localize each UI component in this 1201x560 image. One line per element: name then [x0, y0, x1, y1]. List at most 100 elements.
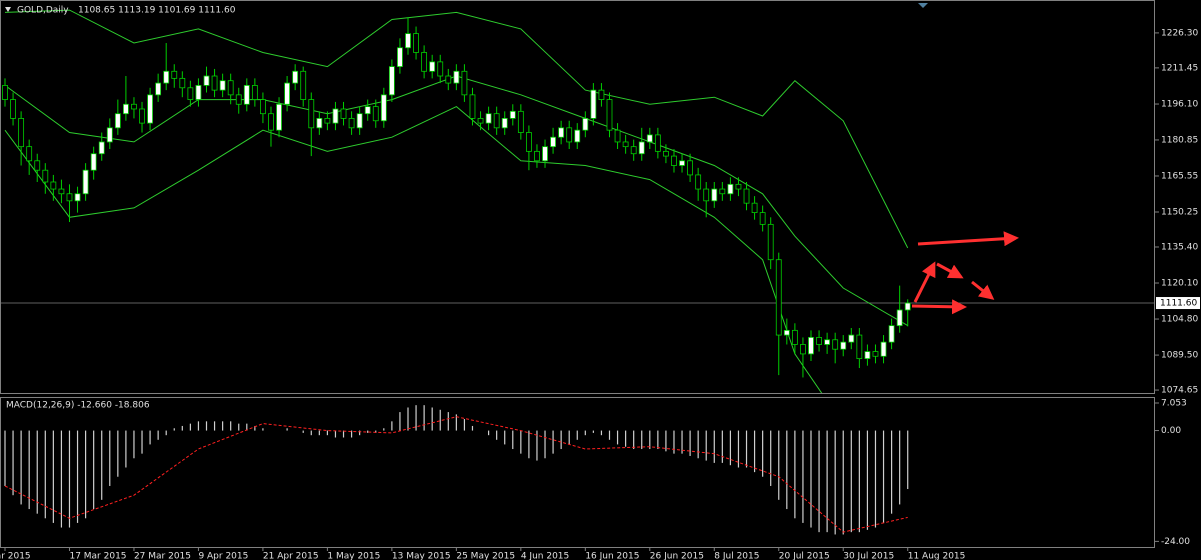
candle-body: [340, 108, 347, 119]
arrow: [936, 262, 964, 279]
macd-signal: [4, 416, 908, 533]
menu-triangle: [5, 7, 11, 12]
candle-body: [630, 146, 637, 155]
candle-body: [477, 117, 484, 124]
candle-body: [646, 134, 653, 143]
candle-body: [147, 94, 153, 124]
candle-body: [904, 302, 911, 311]
band-upper: [4, 9, 909, 249]
x-tick-label: 27 Mar 2015: [134, 552, 191, 560]
candle-body: [501, 117, 508, 129]
candle-body: [783, 329, 790, 336]
y-tick-label: 1196.10: [1161, 100, 1198, 110]
macd-label: MACD(12,26,9) -12.660 -18.806: [6, 401, 150, 411]
arrow: [917, 231, 1019, 247]
candle-body: [727, 183, 734, 195]
candle-body: [74, 193, 81, 202]
candle-body: [380, 94, 387, 122]
candle-body: [26, 146, 33, 162]
candle-body: [461, 70, 468, 96]
x-tick-label: 20 Jul 2015: [779, 552, 830, 560]
candle-body: [34, 160, 41, 171]
candle-body: [251, 85, 258, 100]
candle-body: [509, 110, 516, 119]
x-tick-label: 1 May 2015: [327, 552, 380, 560]
candle-body: [864, 351, 871, 360]
candle-body: [743, 188, 750, 204]
arrow: [971, 280, 995, 300]
candle-body: [800, 344, 806, 355]
candle-body: [848, 334, 855, 343]
macd-y-tick-label: -24.00: [1161, 537, 1190, 547]
candle-body: [260, 99, 266, 115]
candle-body: [219, 80, 226, 91]
candle-body: [276, 103, 282, 131]
candle-body: [203, 75, 210, 86]
candle-body: [566, 127, 573, 143]
candle-body: [114, 113, 121, 129]
candle-body: [606, 99, 613, 131]
candle-body: [292, 70, 299, 84]
candle-body: [453, 70, 460, 84]
candle-body: [300, 70, 307, 100]
candle-body: [179, 77, 186, 89]
candle-body: [695, 174, 702, 190]
candle-body: [332, 108, 339, 124]
candle-body: [687, 160, 693, 176]
candle-body: [413, 33, 419, 53]
candle-body: [388, 66, 395, 96]
candle-body: [155, 82, 162, 96]
candle-body: [469, 94, 476, 119]
candle-body: [880, 341, 887, 357]
candle-body: [211, 75, 218, 91]
candle-body: [243, 85, 250, 105]
candle-body: [10, 99, 16, 119]
arrow: [913, 261, 936, 303]
candle-body: [663, 150, 669, 157]
candle-body: [679, 160, 685, 166]
candle-body: [485, 113, 492, 124]
candle-body: [405, 33, 411, 49]
candle-body: [582, 117, 589, 131]
candle-body: [517, 110, 524, 133]
arrow: [911, 299, 967, 315]
axes: 1226.30 1211.45 1196.10 1180.85 1165.55 1150.…: [0, 28, 1200, 560]
y-tick-label: 1180.85: [1161, 135, 1198, 145]
x-tick-label: 5 Mar 2015: [0, 552, 31, 560]
symbol-title: GOLD,Daily: [17, 6, 69, 16]
candle-body: [437, 61, 444, 77]
last-price-box: [1156, 297, 1200, 310]
shift-marker: [918, 3, 928, 8]
last-price-label: 1111.60: [1160, 299, 1197, 309]
candle-body: [227, 80, 234, 96]
candle-body: [42, 169, 49, 183]
annotation-arrows: [911, 231, 1019, 315]
candle-body: [98, 141, 105, 155]
candle-body: [429, 61, 436, 72]
candle-body: [598, 89, 605, 100]
candle-body: [574, 129, 581, 143]
candle-body: [364, 106, 371, 115]
candle-body: [268, 113, 274, 131]
candle-body: [711, 188, 718, 202]
candle-body: [614, 129, 621, 143]
y-tick-label: 1211.45: [1161, 63, 1198, 73]
candle-body: [534, 150, 540, 162]
candle-body: [775, 259, 782, 336]
candle-body: [751, 202, 758, 214]
y-tick-label: 1226.30: [1161, 28, 1198, 38]
candle-body: [106, 127, 113, 143]
candle-body: [824, 339, 831, 345]
y-tick-label: 1150.25: [1161, 208, 1198, 218]
candle-body: [82, 169, 89, 195]
x-tick-label: 4 Jun 2015: [521, 552, 569, 560]
candle-body: [888, 325, 895, 343]
candle-body: [791, 329, 798, 345]
candle-body: [735, 183, 742, 190]
candle-body: [66, 193, 73, 202]
x-tick-label: 25 May 2015: [456, 552, 515, 560]
macd-panel-frame: [0, 397, 1155, 548]
candle-body: [703, 188, 710, 202]
candle-body: [759, 212, 766, 225]
x-tick-label: 30 Jul 2015: [843, 552, 894, 560]
